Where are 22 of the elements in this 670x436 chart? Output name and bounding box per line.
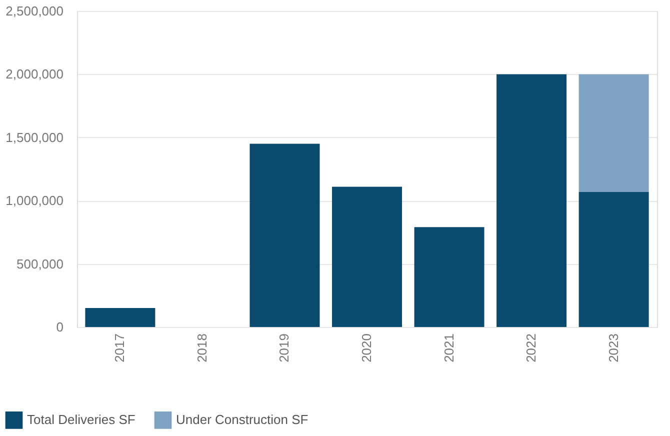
x-tick-label: 2018 [194,334,210,362]
y-tick-label: 2,000,000 [6,66,64,82]
y-tick-label: 500,000 [16,256,64,272]
x-tick-label: 2021 [441,334,456,362]
x-tick-label: 2019 [276,334,292,362]
bar [496,74,567,327]
bar [578,192,649,327]
bar [332,186,402,327]
bar [578,74,649,192]
x-tick-label: 2017 [112,334,128,362]
y-tick-label: 2,500,000 [6,4,64,18]
legend-label: Under Construction SF [176,412,308,428]
x-tick-label: 2023 [606,334,621,362]
y-tick-label: 1,500,000 [6,130,64,145]
bar [250,144,320,327]
bar [414,227,484,327]
y-tick-label: 0 [56,320,64,334]
x-tick-label: 2020 [359,334,374,362]
y-tick-label: 1,000,000 [6,193,64,208]
x-tick-label: 2022 [524,334,539,362]
bar [85,308,156,327]
legend-label: Total Deliveries SF [27,412,136,428]
